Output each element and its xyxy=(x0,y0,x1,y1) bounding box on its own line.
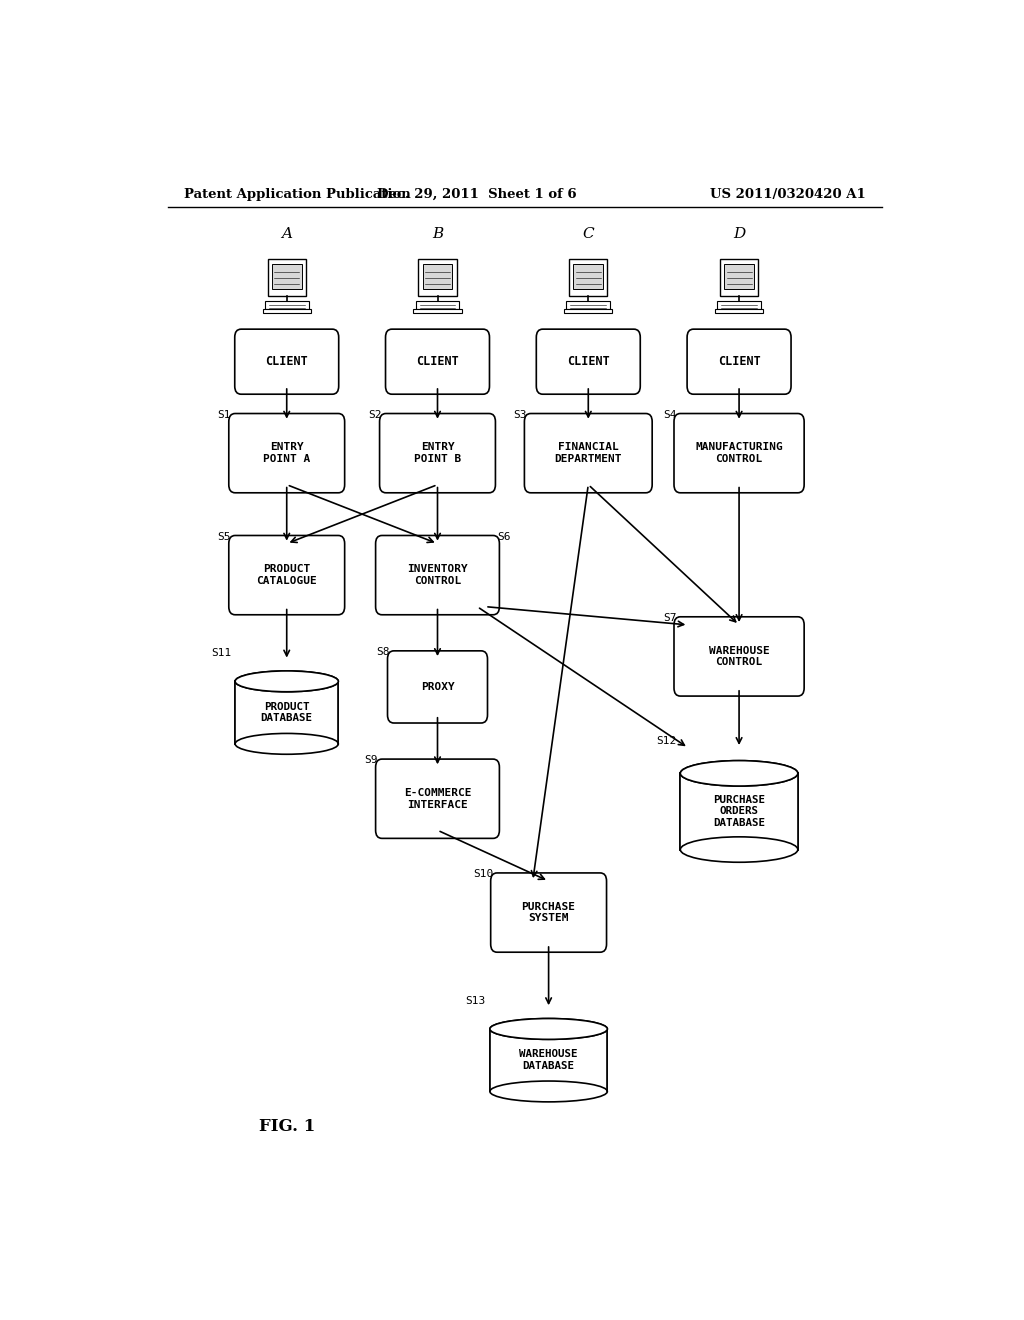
FancyBboxPatch shape xyxy=(414,309,462,313)
Text: PURCHASE
ORDERS
DATABASE: PURCHASE ORDERS DATABASE xyxy=(713,795,765,828)
Text: S8: S8 xyxy=(377,647,390,657)
Text: S10: S10 xyxy=(473,869,494,879)
FancyBboxPatch shape xyxy=(724,264,754,289)
Ellipse shape xyxy=(680,760,798,785)
Text: Patent Application Publication: Patent Application Publication xyxy=(183,187,411,201)
Polygon shape xyxy=(680,774,798,850)
Text: MANUFACTURING
CONTROL: MANUFACTURING CONTROL xyxy=(695,442,783,463)
FancyBboxPatch shape xyxy=(380,413,496,492)
Text: CLIENT: CLIENT xyxy=(567,355,609,368)
Text: WAREHOUSE
CONTROL: WAREHOUSE CONTROL xyxy=(709,645,769,667)
FancyBboxPatch shape xyxy=(715,309,763,313)
Text: C: C xyxy=(583,227,594,240)
Ellipse shape xyxy=(236,671,338,692)
FancyBboxPatch shape xyxy=(376,536,500,615)
Text: S11: S11 xyxy=(211,648,231,659)
Text: PRODUCT
CATALOGUE: PRODUCT CATALOGUE xyxy=(256,565,317,586)
FancyBboxPatch shape xyxy=(419,259,457,296)
Text: CLIENT: CLIENT xyxy=(265,355,308,368)
Text: PROXY: PROXY xyxy=(421,682,455,692)
FancyBboxPatch shape xyxy=(674,413,804,492)
FancyBboxPatch shape xyxy=(573,264,603,289)
FancyBboxPatch shape xyxy=(385,329,489,395)
FancyBboxPatch shape xyxy=(228,413,345,492)
Text: FINANCIAL
DEPARTMENT: FINANCIAL DEPARTMENT xyxy=(555,442,622,463)
Ellipse shape xyxy=(489,1019,607,1039)
FancyBboxPatch shape xyxy=(687,329,792,395)
Text: CLIENT: CLIENT xyxy=(416,355,459,368)
Text: A: A xyxy=(282,227,292,240)
Text: S3: S3 xyxy=(513,409,526,420)
Text: S9: S9 xyxy=(365,755,378,766)
Text: S4: S4 xyxy=(663,409,677,420)
Ellipse shape xyxy=(236,734,338,754)
FancyBboxPatch shape xyxy=(720,259,758,296)
FancyBboxPatch shape xyxy=(566,301,610,309)
FancyBboxPatch shape xyxy=(564,309,612,313)
Ellipse shape xyxy=(489,1081,607,1102)
Ellipse shape xyxy=(236,671,338,692)
FancyBboxPatch shape xyxy=(265,301,308,309)
Polygon shape xyxy=(489,1030,607,1092)
FancyBboxPatch shape xyxy=(271,264,302,289)
Polygon shape xyxy=(680,774,798,850)
Text: S7: S7 xyxy=(663,612,677,623)
FancyBboxPatch shape xyxy=(537,329,640,395)
Ellipse shape xyxy=(680,837,798,862)
FancyBboxPatch shape xyxy=(387,651,487,723)
Ellipse shape xyxy=(489,1019,607,1039)
FancyBboxPatch shape xyxy=(674,616,804,696)
FancyBboxPatch shape xyxy=(234,329,339,395)
Text: S2: S2 xyxy=(369,409,382,420)
Text: CLIENT: CLIENT xyxy=(718,355,761,368)
FancyBboxPatch shape xyxy=(262,309,311,313)
Text: ENTRY
POINT A: ENTRY POINT A xyxy=(263,442,310,463)
FancyBboxPatch shape xyxy=(569,259,607,296)
Text: INVENTORY
CONTROL: INVENTORY CONTROL xyxy=(408,565,468,586)
FancyBboxPatch shape xyxy=(267,259,306,296)
Ellipse shape xyxy=(680,760,798,785)
Polygon shape xyxy=(236,681,338,744)
FancyBboxPatch shape xyxy=(524,413,652,492)
FancyBboxPatch shape xyxy=(490,873,606,952)
Text: US 2011/0320420 A1: US 2011/0320420 A1 xyxy=(711,187,866,201)
Text: WAREHOUSE
DATABASE: WAREHOUSE DATABASE xyxy=(519,1049,578,1071)
Text: S6: S6 xyxy=(497,532,511,541)
Text: FIG. 1: FIG. 1 xyxy=(259,1118,314,1134)
Text: PRODUCT
DATABASE: PRODUCT DATABASE xyxy=(261,702,312,723)
FancyBboxPatch shape xyxy=(376,759,500,838)
Text: S13: S13 xyxy=(466,997,486,1006)
Text: E-COMMERCE
INTERFACE: E-COMMERCE INTERFACE xyxy=(403,788,471,809)
Polygon shape xyxy=(236,681,338,744)
Text: D: D xyxy=(733,227,745,240)
Text: S5: S5 xyxy=(218,532,231,541)
Text: S1: S1 xyxy=(218,409,231,420)
Text: Dec. 29, 2011  Sheet 1 of 6: Dec. 29, 2011 Sheet 1 of 6 xyxy=(378,187,577,201)
FancyBboxPatch shape xyxy=(423,264,453,289)
FancyBboxPatch shape xyxy=(717,301,761,309)
Text: ENTRY
POINT B: ENTRY POINT B xyxy=(414,442,461,463)
FancyBboxPatch shape xyxy=(416,301,460,309)
Text: S12: S12 xyxy=(656,735,677,746)
Polygon shape xyxy=(489,1030,607,1092)
FancyBboxPatch shape xyxy=(228,536,345,615)
Text: B: B xyxy=(432,227,443,240)
Text: PURCHASE
SYSTEM: PURCHASE SYSTEM xyxy=(521,902,575,924)
